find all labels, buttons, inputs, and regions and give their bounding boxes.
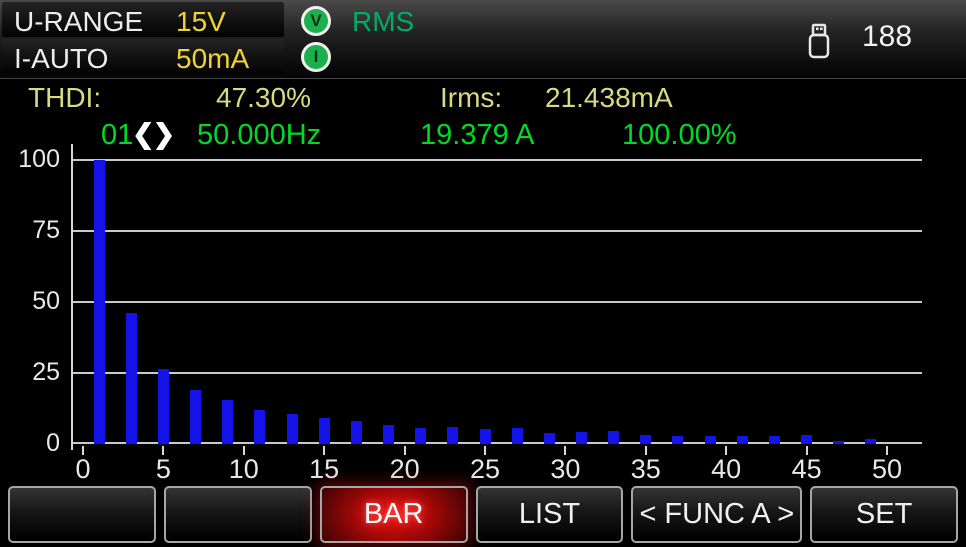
harmonic-bar-43 bbox=[768, 435, 780, 444]
x-tick-label: 35 bbox=[630, 454, 661, 484]
x-tick-label: 25 bbox=[469, 454, 501, 484]
x-tick bbox=[82, 446, 84, 455]
x-tick bbox=[805, 446, 808, 455]
u-range-value: 15V bbox=[176, 6, 226, 37]
irms-value: 21.438mA bbox=[545, 82, 673, 113]
harmonic-order: 01 bbox=[101, 119, 134, 151]
y-tick-label: 75 bbox=[32, 216, 60, 244]
softkey-bar[interactable]: BAR bbox=[319, 486, 468, 543]
harmonic-bar-45 bbox=[801, 435, 813, 444]
harmonic-bar-41 bbox=[736, 435, 748, 444]
gridline-y0 bbox=[73, 442, 922, 444]
i-range-value: 50mA bbox=[176, 43, 250, 74]
harmonic-bar-7 bbox=[190, 390, 202, 444]
softkey-list[interactable]: LIST bbox=[475, 486, 624, 543]
x-tick bbox=[886, 446, 888, 455]
softkey-blank-2[interactable] bbox=[163, 486, 312, 543]
harmonic-bar-33 bbox=[608, 430, 620, 444]
status-bar: U-RANGE 15V I-AUTO 50mA V I RMS 188 bbox=[0, 0, 966, 79]
harmonic-bar-27 bbox=[511, 427, 523, 444]
softkey-func-a[interactable]: < FUNC A > bbox=[631, 486, 803, 543]
thd-value: 47.30% bbox=[216, 82, 311, 113]
x-tick bbox=[644, 446, 647, 455]
y-axis-line bbox=[71, 144, 73, 450]
measurement-row: THDI: 47.30% Irms: 21.438mA bbox=[0, 82, 966, 116]
x-tick-label: 30 bbox=[550, 454, 581, 484]
x-tick-label: 0 bbox=[75, 454, 91, 484]
x-tick bbox=[242, 446, 245, 455]
harmonic-bar-15 bbox=[318, 418, 330, 444]
x-tick-label: 10 bbox=[228, 454, 259, 484]
softkey-set[interactable]: SET bbox=[810, 486, 959, 543]
y-tick-label: 0 bbox=[46, 429, 60, 457]
usb-drive-icon bbox=[805, 23, 832, 60]
x-tick bbox=[564, 446, 567, 455]
x-tick-label: 20 bbox=[389, 454, 420, 484]
range-panel bbox=[2, 2, 284, 75]
x-tick bbox=[484, 446, 486, 455]
u-range-label: U-RANGE bbox=[14, 6, 144, 37]
harmonic-frequency: 50.000Hz bbox=[197, 119, 322, 151]
harmonics-chart: 0 25 50 75 100 0 5 10 15 20 25 30 35 40 45 50 bbox=[0, 140, 966, 485]
harmonic-bar-3 bbox=[125, 313, 137, 444]
harmonic-bar-13 bbox=[286, 414, 298, 444]
harmonic-bar-25 bbox=[479, 428, 491, 444]
harmonic-bar-47 bbox=[833, 440, 845, 444]
harmonic-amplitude: 19.379 A bbox=[420, 119, 535, 151]
harmonic-bar-1 bbox=[93, 160, 105, 444]
harmonic-bar-21 bbox=[415, 427, 427, 444]
current-badge-icon: I bbox=[301, 42, 331, 72]
thd-label: THDI: bbox=[28, 82, 102, 113]
x-tick bbox=[403, 446, 406, 455]
x-tick-label: 5 bbox=[155, 454, 171, 484]
irms-label: Irms: bbox=[440, 82, 503, 113]
harmonic-bar-37 bbox=[672, 435, 684, 444]
y-tick-label: 100 bbox=[18, 145, 60, 173]
y-tick-label: 50 bbox=[32, 287, 60, 315]
x-tick bbox=[725, 446, 728, 455]
gridline-y75 bbox=[73, 230, 922, 232]
harmonic-bar-9 bbox=[222, 399, 234, 444]
x-tick bbox=[162, 446, 165, 455]
harmonic-percent: 100.00% bbox=[622, 119, 737, 151]
harmonic-bar-31 bbox=[575, 431, 587, 444]
harmonic-bar-5 bbox=[157, 368, 169, 444]
voltage-badge-icon: V bbox=[301, 6, 331, 36]
harmonic-bar-39 bbox=[704, 435, 716, 444]
store-counter: 188 bbox=[862, 20, 913, 53]
harmonic-bar-35 bbox=[640, 434, 652, 444]
u-range-row bbox=[2, 2, 284, 37]
x-tick-label: 50 bbox=[871, 454, 903, 484]
i-range-label: I-AUTO bbox=[14, 43, 109, 74]
x-tick bbox=[323, 446, 326, 455]
harmonics-plot bbox=[73, 159, 922, 444]
gridline-y25 bbox=[73, 372, 922, 374]
harmonic-bar-23 bbox=[447, 426, 459, 444]
y-tick-label: 25 bbox=[32, 358, 60, 386]
harmonic-bar-11 bbox=[254, 409, 266, 444]
harmonic-bar-19 bbox=[383, 424, 395, 444]
gridline-y100 bbox=[73, 159, 922, 161]
harmonic-bar-49 bbox=[865, 438, 877, 444]
x-tick-label: 40 bbox=[711, 454, 742, 484]
gridline-y50 bbox=[73, 301, 922, 303]
softkey-bar: BAR LIST < FUNC A > SET bbox=[0, 486, 966, 543]
harmonic-selector-arrows-icon[interactable]: ❮❯ bbox=[132, 119, 175, 149]
i-range-row bbox=[2, 39, 284, 74]
softkey-blank-1[interactable] bbox=[8, 486, 156, 543]
harmonic-readout-row: 01 ❮❯ 50.000Hz 19.379 A 100.00% bbox=[0, 119, 966, 153]
harmonic-bar-17 bbox=[350, 421, 362, 444]
x-tick-label: 45 bbox=[791, 454, 822, 484]
harmonic-bar-29 bbox=[543, 432, 555, 444]
mode-indicator: RMS bbox=[352, 6, 415, 37]
x-tick-label: 15 bbox=[309, 454, 340, 484]
